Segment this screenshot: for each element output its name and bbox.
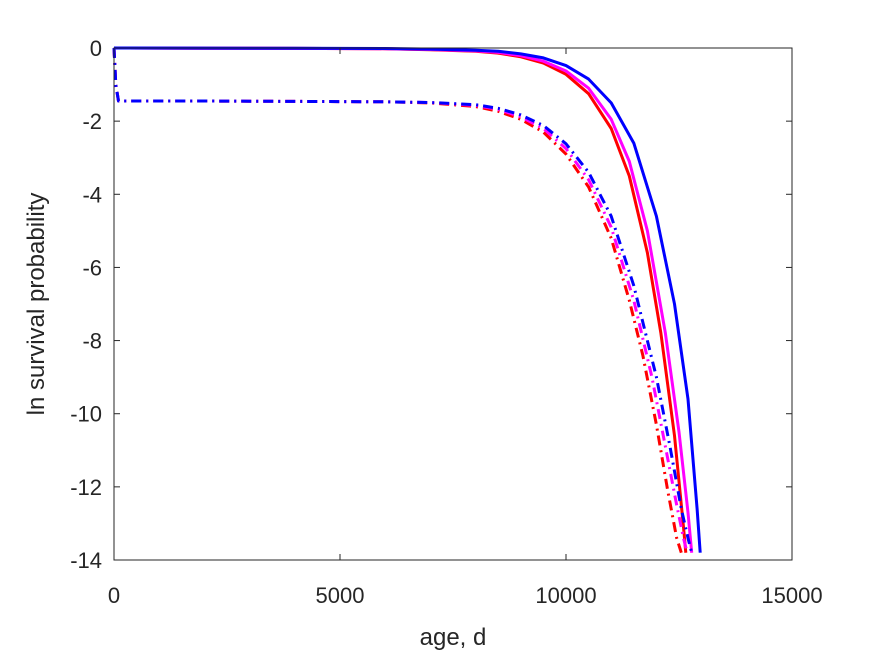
plot-background bbox=[114, 48, 792, 560]
x-tick-label: 15000 bbox=[761, 583, 822, 608]
series-line-5 bbox=[112, 47, 694, 554]
tick-labels-layer: 0 5000 10000 15000 0 -2 -4 -6 -8 -10 -12 -14 bbox=[70, 36, 822, 608]
y-tick-label: -12 bbox=[70, 475, 102, 500]
plot-frame bbox=[113, 47, 793, 561]
x-tick-label: 10000 bbox=[535, 583, 596, 608]
y-tick-label: -4 bbox=[82, 182, 102, 207]
x-axis-label: age, d bbox=[420, 624, 487, 651]
y-tick-label: -10 bbox=[70, 402, 102, 427]
y-tick-label: -2 bbox=[82, 109, 102, 134]
y-tick-label: 0 bbox=[90, 36, 102, 61]
ticks-layer bbox=[113, 47, 793, 561]
y-tick-label: -6 bbox=[82, 255, 102, 280]
x-tick-label: 0 bbox=[108, 583, 120, 608]
x-tick-label: 5000 bbox=[316, 583, 365, 608]
y-tick-label: -14 bbox=[70, 548, 102, 573]
y-axis-label: ln survival probability bbox=[23, 193, 50, 416]
y-tick-label: -8 bbox=[82, 329, 102, 354]
